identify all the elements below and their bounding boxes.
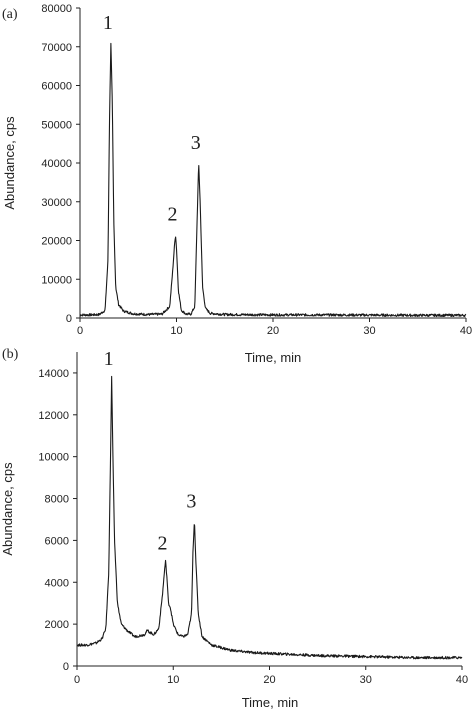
panel-b-y-tick-label: 4000	[45, 577, 69, 589]
panel-b-x-tick-label: 20	[263, 674, 275, 686]
panel-a-peak-label: 2	[168, 204, 178, 226]
panel-b-y-tick-label: 10000	[38, 452, 69, 464]
panel-b-peak-label: 2	[158, 532, 168, 554]
panel-b-y-tick-label: 6000	[45, 535, 69, 547]
panel-b-y-tick-label: 0	[63, 661, 69, 673]
panel-a-y-tick-label: 30000	[41, 197, 72, 209]
panel-a-plot-area	[79, 8, 466, 319]
panel-b-label: (b)	[2, 347, 19, 362]
panel-a-x-tick-label: 0	[77, 325, 83, 337]
panel-a-y-tick-label: 60000	[41, 81, 72, 93]
panel-a-peak-label: 3	[191, 132, 201, 154]
panel-b-x-tick-label: 10	[167, 674, 179, 686]
panel-b-y-axis-title: Abundance, cps	[0, 462, 15, 556]
panel-b-x-tick-label: 30	[360, 674, 372, 686]
panel-a-peak-label: 1	[103, 12, 113, 34]
panel-a-y-tick-label: 20000	[41, 236, 72, 248]
panel-a-y-tick-label: 70000	[41, 42, 72, 54]
panel-b-chromatogram-line	[76, 375, 463, 660]
panel-b-peak-label: 3	[186, 490, 196, 512]
panel-b-peak-labels: 1 23	[104, 348, 197, 554]
panel-a-x-tick-label: 40	[460, 325, 472, 337]
panel-a-y-tick-label: 80000	[41, 3, 72, 15]
panel-a-y-axis-title: Abundance, cps	[2, 116, 17, 210]
panel-a-y-ticks: 0 10000 20000 30000 40000 50000 60000 70000 8000…	[41, 3, 80, 325]
panel-a-x-ticks: 0 10 20 30 40	[77, 318, 472, 337]
panel-b-x-ticks: 0 10 20 30 40	[74, 666, 468, 686]
panel-b-y-tick-label: 8000	[45, 494, 69, 506]
panel-a-y-tick-label: 0	[66, 313, 72, 325]
panel-b-x-axis-title: Time, min	[242, 695, 299, 710]
panel-b-plot-area	[76, 352, 462, 667]
panel-a-x-axis-title: Time, min	[245, 350, 302, 365]
panel-b-y-tick-label: 2000	[45, 619, 69, 631]
panel-a-y-tick-label: 10000	[41, 274, 72, 286]
panel-a-x-tick-label: 30	[363, 325, 375, 337]
panel-a-label: (a)	[2, 7, 18, 22]
panel-b-x-tick-label: 40	[456, 674, 468, 686]
panel-b-peak-label: 1	[104, 348, 114, 370]
panel-a-x-tick-label: 10	[170, 325, 182, 337]
panel-b-y-ticks: 0 2000 4000 6000 8000 10000 12000 14000	[38, 368, 77, 673]
panel-b-y-tick-label: 14000	[38, 368, 69, 380]
panel-b-y-tick-label: 12000	[38, 410, 69, 422]
panel-b-x-tick-label: 0	[74, 674, 80, 686]
panel-a-x-tick-label: 20	[267, 325, 279, 337]
panel-a: (a) 0 10000 20000 30000 40000 50000 60000 70000…	[2, 3, 472, 365]
panel-a-y-tick-label: 40000	[41, 158, 72, 170]
panel-a-peak-labels: 1 2 3	[103, 12, 201, 226]
panel-a-chromatogram-line	[79, 42, 467, 318]
panel-a-y-tick-label: 50000	[41, 119, 72, 131]
